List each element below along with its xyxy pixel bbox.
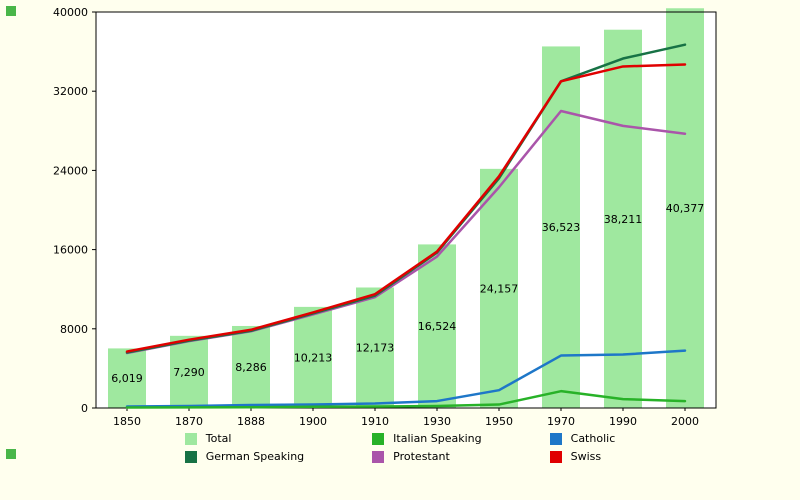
total-bar: [666, 8, 704, 408]
total-bar: [418, 244, 456, 408]
legend-label: German Speaking: [205, 450, 305, 463]
x-tick-label: 1990: [609, 415, 637, 428]
legend-label: Catholic: [570, 432, 616, 445]
legend-label: Total: [205, 432, 232, 445]
legend-swatch: [372, 450, 385, 463]
legend-column: Italian Speaking Protestant: [372, 432, 482, 463]
line-italian-speaking: [125, 389, 687, 409]
legend-item-swiss: Swiss: [549, 450, 616, 463]
bar-value-label: 12,173: [356, 342, 395, 355]
legend-swatch: [549, 432, 562, 445]
bar-value-label: 16,524: [418, 320, 457, 333]
bar-value-label: 36,523: [542, 221, 581, 234]
line-catholic: [125, 349, 687, 408]
x-tick-label: 1970: [547, 415, 575, 428]
legend-label: Swiss: [570, 450, 602, 463]
total-bar: [170, 335, 208, 408]
legend-item-protestant: Protestant: [372, 450, 481, 463]
legend-item-german-speaking: German Speaking: [184, 450, 305, 463]
y-tick-label: 32000: [53, 85, 88, 98]
legend-item-catholic: Catholic: [549, 432, 616, 445]
y-tick-label: 24000: [53, 164, 88, 177]
bar-value-label: 10,213: [294, 351, 333, 364]
bar-value-label: 38,211: [604, 213, 643, 226]
legend-swatch: [549, 450, 562, 463]
y-tick-label: 16000: [53, 244, 88, 257]
bar-value-label: 6,019: [111, 372, 143, 385]
legend-item-total: Total: [184, 432, 304, 445]
total-bar: [542, 46, 580, 408]
bar-value-label: 7,290: [173, 366, 205, 379]
total-bar: [294, 306, 332, 408]
legend-swatch: [184, 450, 197, 463]
legend-label: Protestant: [393, 450, 450, 463]
bar-value-label: 24,157: [480, 282, 519, 295]
x-tick-label: 1950: [485, 415, 513, 428]
plot-border: [95, 11, 717, 409]
y-tick-label: 8000: [60, 323, 88, 336]
legend-label: Italian Speaking: [393, 432, 482, 445]
line-swiss: [125, 63, 687, 353]
legend-column: Total German Speaking: [184, 432, 305, 463]
total-bar: [604, 29, 642, 409]
total-bar: [108, 348, 146, 408]
total-bar: [232, 325, 270, 408]
legend-swatch: [184, 432, 197, 445]
total-bar: [480, 168, 518, 408]
x-tick-label: 1930: [423, 415, 451, 428]
x-tick-label: 1870: [175, 415, 203, 428]
bar-value-label: 8,286: [235, 361, 267, 374]
population-chart: 0 8000 16000 24000 32000 40000 1850 1870 1888 190…: [53, 6, 717, 428]
timeline-corner-marker-top: [6, 6, 16, 16]
timeline-corner-marker-bottom: [6, 449, 16, 459]
x-tick-label: 1910: [361, 415, 389, 428]
y-tick-label: 0: [81, 402, 88, 415]
total-bar: [356, 287, 394, 408]
x-tick-label: 1900: [299, 415, 327, 428]
bar-value-label: 40,377: [666, 202, 705, 215]
legend-column: Catholic Swiss: [549, 432, 616, 463]
legend-item-italian-speaking: Italian Speaking: [372, 432, 482, 445]
legend-swatch: [372, 432, 385, 445]
x-tick-label: 1850: [113, 415, 141, 428]
x-tick-label: 1888: [237, 415, 265, 428]
x-tick-label: 2000: [671, 415, 699, 428]
y-tick-label: 40000: [53, 6, 88, 19]
legend: Total German Speaking Italian Speaking Prot…: [0, 432, 800, 463]
